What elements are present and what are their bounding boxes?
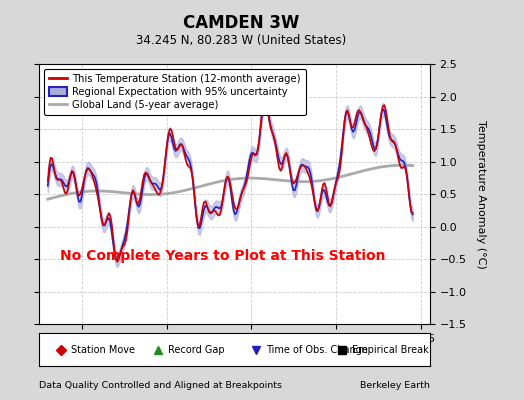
Text: Time of Obs. Change: Time of Obs. Change	[266, 344, 368, 354]
Text: 34.245 N, 80.283 W (United States): 34.245 N, 80.283 W (United States)	[136, 34, 346, 47]
Y-axis label: Temperature Anomaly (°C): Temperature Anomaly (°C)	[476, 120, 486, 268]
Text: Berkeley Earth: Berkeley Earth	[360, 381, 430, 390]
Text: Station Move: Station Move	[71, 344, 135, 354]
Legend: This Temperature Station (12-month average), Regional Expectation with 95% uncer: This Temperature Station (12-month avera…	[45, 69, 306, 115]
Text: CAMDEN 3W: CAMDEN 3W	[183, 14, 299, 32]
Text: Data Quality Controlled and Aligned at Breakpoints: Data Quality Controlled and Aligned at B…	[39, 381, 282, 390]
Text: Record Gap: Record Gap	[168, 344, 225, 354]
Text: Empirical Break: Empirical Break	[352, 344, 428, 354]
Text: No Complete Years to Plot at This Station: No Complete Years to Plot at This Statio…	[60, 250, 386, 264]
